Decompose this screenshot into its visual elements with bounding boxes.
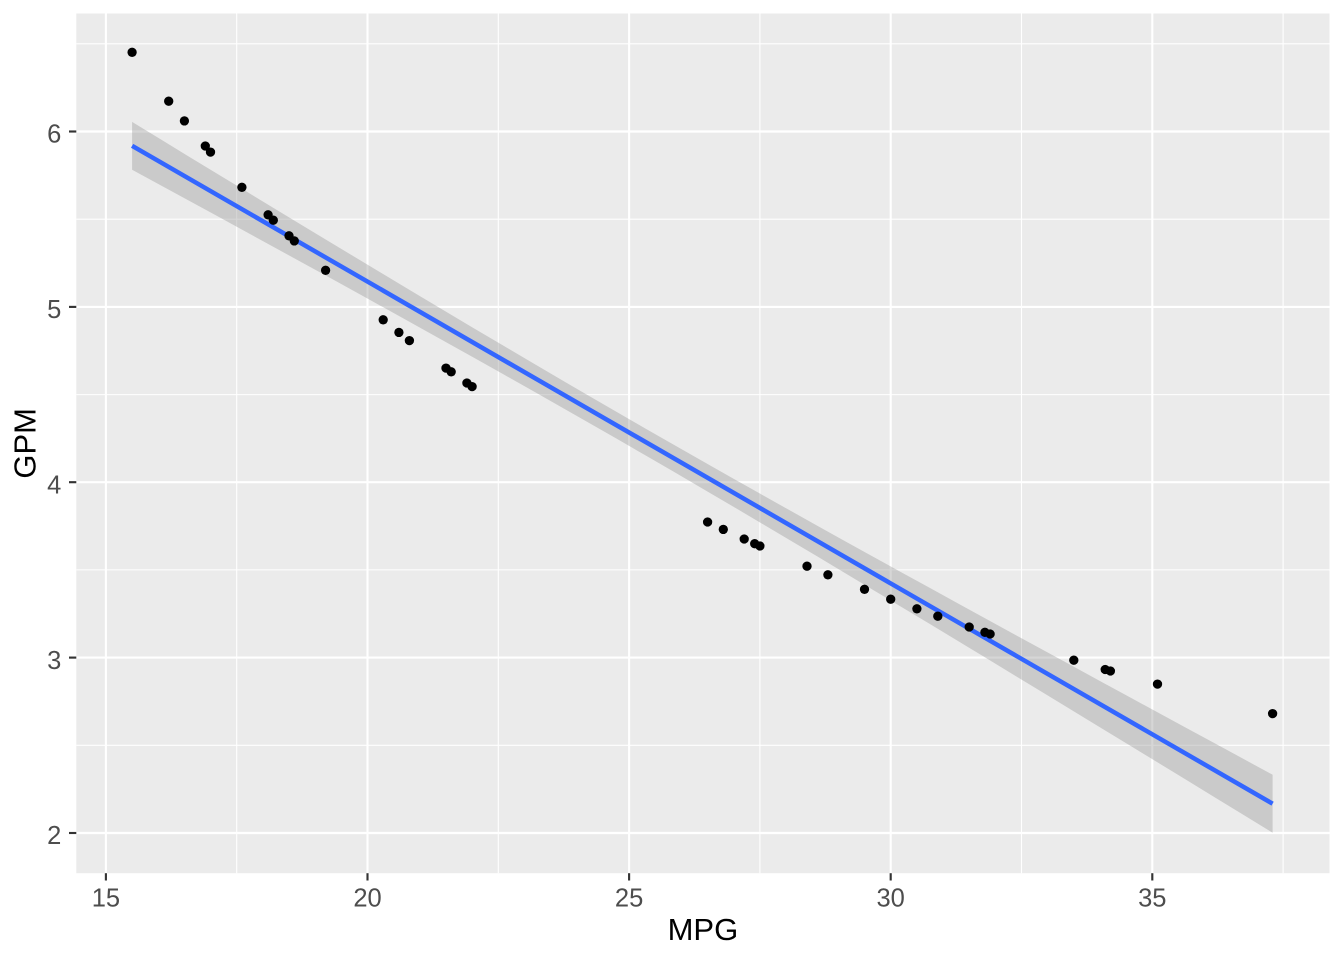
- svg-text:6: 6: [47, 121, 61, 149]
- svg-text:20: 20: [353, 885, 381, 913]
- svg-text:3: 3: [47, 647, 61, 675]
- svg-text:GPM: GPM: [8, 408, 43, 479]
- svg-text:2: 2: [47, 822, 61, 850]
- svg-text:15: 15: [92, 885, 120, 913]
- svg-text:30: 30: [877, 885, 905, 913]
- svg-text:35: 35: [1138, 885, 1166, 913]
- svg-text:MPG: MPG: [668, 912, 739, 947]
- svg-text:5: 5: [47, 296, 61, 324]
- svg-text:4: 4: [47, 471, 61, 499]
- svg-text:25: 25: [615, 885, 643, 913]
